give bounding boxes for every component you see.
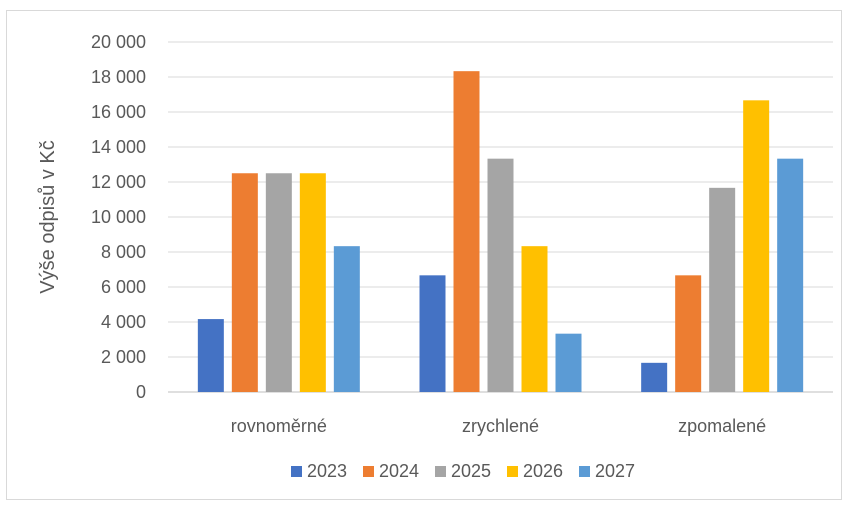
bar-2024-1 <box>453 71 480 393</box>
bar-2026-2 <box>743 100 770 392</box>
bars <box>197 71 804 393</box>
bar-2026-0 <box>299 173 326 392</box>
legend-label: 2027 <box>595 461 635 481</box>
bar-2025-0 <box>265 173 292 392</box>
legend-swatch-2024 <box>363 466 374 477</box>
legend-label: 2023 <box>307 461 347 481</box>
legend-label: 2025 <box>451 461 491 481</box>
bar-2027-1 <box>555 333 582 392</box>
bar-2025-2 <box>709 187 736 392</box>
x-axis-categories: rovnoměrné zrychlené zpomalené <box>231 416 766 436</box>
x-category-label: zpomalené <box>678 416 766 436</box>
y-tick-label: 6 000 <box>101 277 146 297</box>
y-tick-label: 10 000 <box>91 207 146 227</box>
y-tick-label: 16 000 <box>91 102 146 122</box>
legend-swatch-2025 <box>435 466 446 477</box>
bar-2023-2 <box>641 362 668 392</box>
bar-2024-0 <box>231 173 258 392</box>
bar-2024-2 <box>675 275 702 392</box>
chart-frame <box>6 10 842 500</box>
legend-swatch-2026 <box>507 466 518 477</box>
y-tick-label: 18 000 <box>91 67 146 87</box>
y-tick-label: 4 000 <box>101 312 146 332</box>
legend-label: 2026 <box>523 461 563 481</box>
bar-2027-2 <box>777 158 804 392</box>
bar-2023-1 <box>419 275 446 392</box>
y-axis-ticks: 0 2 000 4 000 6 000 8 000 10 000 12 000 14 000 1… <box>91 32 146 402</box>
y-tick-label: 8 000 <box>101 242 146 262</box>
y-tick-label: 2 000 <box>101 347 146 367</box>
x-category-label: zrychlené <box>462 416 539 436</box>
legend: 2023 2024 2025 2026 2027 <box>291 461 635 481</box>
legend-label: 2024 <box>379 461 419 481</box>
y-axis-label: Výše odpisů v Kč <box>37 140 59 293</box>
bar-2023-0 <box>197 319 224 392</box>
y-tick-label: 0 <box>136 382 146 402</box>
bar-2027-0 <box>333 246 360 392</box>
bar-2025-1 <box>487 158 514 392</box>
legend-swatch-2027 <box>579 466 590 477</box>
legend-swatch-2023 <box>291 466 302 477</box>
x-category-label: rovnoměrné <box>231 416 327 436</box>
y-tick-label: 12 000 <box>91 172 146 192</box>
bar-2026-1 <box>521 246 548 392</box>
y-tick-label: 20 000 <box>91 32 146 52</box>
y-tick-label: 14 000 <box>91 137 146 157</box>
